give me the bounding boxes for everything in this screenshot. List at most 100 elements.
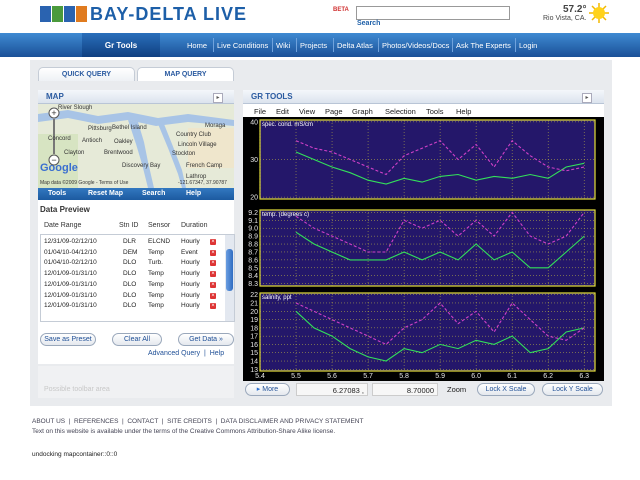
map-label: Oakley — [114, 139, 133, 145]
nav-separator — [213, 38, 214, 52]
menu-item[interactable]: View — [299, 107, 316, 116]
nav-link[interactable]: Ask The Experts — [456, 41, 511, 50]
remove-icon[interactable]: × — [210, 249, 216, 256]
button[interactable]: Lock Y Scale — [542, 383, 603, 396]
button[interactable]: Get Data » — [178, 333, 234, 346]
map-brand: Google — [40, 162, 78, 174]
y-readout: 8.70000 — [372, 383, 438, 396]
menu-item[interactable]: Selection — [385, 107, 416, 116]
plot-line — [295, 231, 585, 269]
nav-tab-label[interactable]: Gr Tools — [104, 41, 138, 50]
map[interactable]: + − — [38, 104, 234, 188]
table-cell: DLO — [123, 270, 137, 278]
nav-tab[interactable] — [82, 33, 160, 57]
y-tick-label: 9.2 — [248, 210, 258, 217]
gr-header: GR TOOLS — [243, 90, 604, 104]
table-cell: Temp — [148, 302, 164, 310]
y-tick-label: 17 — [250, 334, 258, 341]
column-header: Date Range — [44, 222, 82, 229]
y-tick-label: 18 — [250, 325, 258, 332]
search-input[interactable] — [356, 6, 510, 20]
map-tool[interactable]: Help — [186, 190, 202, 197]
button[interactable]: Clear All — [112, 333, 162, 346]
menu-item[interactable]: Tools — [426, 107, 444, 116]
nav-link[interactable]: Photos/Videos/Docs — [382, 41, 450, 50]
sun-icon — [589, 3, 609, 23]
footer-links[interactable]: ABOUT US | REFERENCES | CONTACT | SITE C… — [32, 418, 364, 425]
map-label: Clayton — [64, 150, 85, 156]
remove-icon[interactable]: × — [210, 271, 216, 278]
plot-line — [295, 151, 585, 185]
y-tick-label: 8.9 — [248, 234, 258, 241]
nav-separator — [333, 38, 334, 52]
more-button[interactable]: ▸ More — [245, 383, 290, 396]
map-label: Concord — [48, 136, 71, 142]
menu-item[interactable]: Graph — [352, 107, 373, 116]
button[interactable]: Save as Preset — [40, 333, 96, 346]
table-cell: Temp — [148, 270, 164, 278]
beta-badge: BETA — [333, 7, 349, 13]
scrollbar[interactable] — [225, 235, 234, 321]
nav-link[interactable]: Delta Atlas — [337, 41, 373, 50]
remove-icon[interactable]: × — [210, 239, 216, 245]
x-tick-label: 5.5 — [291, 373, 301, 380]
nav-link[interactable]: Login — [519, 41, 538, 50]
map-tool[interactable]: Reset Map — [88, 190, 124, 197]
remove-icon[interactable]: × — [210, 260, 216, 267]
map-label: Lathrop — [186, 174, 207, 180]
menu-item[interactable]: Page — [325, 107, 343, 116]
map-tool[interactable]: Search — [142, 190, 166, 197]
x-readout: 6.27083 , — [296, 383, 368, 396]
more-label[interactable]: More — [262, 386, 279, 393]
map-coordinates: -121.67347, 37.90787 — [178, 180, 227, 186]
y-tick-label: 22 — [250, 292, 258, 299]
table-cell: Event — [181, 248, 198, 256]
remove-icon[interactable]: × — [210, 292, 216, 299]
y-tick-label: 16 — [250, 342, 258, 349]
y-tick-label: 19 — [250, 317, 258, 324]
x-tick-label: 5.6 — [327, 373, 337, 380]
button[interactable]: Lock X Scale — [477, 383, 535, 396]
menu-item[interactable]: File — [254, 107, 267, 116]
map-label: Lincoln Village — [178, 142, 217, 148]
svg-text:−: − — [51, 155, 56, 165]
remove-icon[interactable]: × — [210, 281, 216, 288]
data-preview-title: Data Preview — [40, 205, 90, 214]
map-tool[interactable]: Tools — [48, 190, 67, 197]
logo-icons — [40, 6, 87, 22]
advanced-links[interactable]: Advanced Query | Help — [148, 350, 225, 357]
search-button[interactable]: Search — [357, 20, 381, 27]
plot-area — [259, 292, 596, 372]
nav-link[interactable]: Wiki — [276, 41, 291, 50]
remove-icon[interactable]: × — [210, 303, 216, 310]
menu-item[interactable]: Help — [456, 107, 472, 116]
table-cell: Turb. — [148, 259, 163, 267]
y-tick-label: 8.7 — [248, 249, 258, 256]
table-cell: Hourly — [181, 291, 200, 299]
x-tick-label: 6.2 — [543, 373, 553, 380]
collapse-button[interactable]: ▸ — [582, 93, 592, 103]
table-cell: Hourly — [181, 302, 200, 310]
x-tick-label: 5.8 — [399, 373, 409, 380]
table-cell: DLO — [123, 259, 137, 267]
nav-separator — [378, 38, 379, 52]
map-toolbar — [38, 188, 234, 200]
nav-link[interactable]: Home — [187, 41, 208, 50]
table-cell: Hourly — [181, 259, 200, 267]
x-tick-label: 6.3 — [579, 373, 589, 380]
table-cell: 12/01/09-01/31/10 — [44, 270, 97, 278]
y-axis-label: temp. (degrees c) — [262, 212, 309, 218]
nav-separator — [296, 38, 297, 52]
nav-link[interactable]: Projects — [300, 41, 328, 50]
menu-item[interactable]: Edit — [276, 107, 289, 116]
nav-separator — [272, 38, 273, 52]
tab[interactable] — [137, 67, 234, 81]
collapse-button[interactable]: ▸ — [213, 93, 223, 103]
tab-label[interactable]: QUICK QUERY — [61, 71, 112, 78]
y-axis-label: spec. cond. mS/cm — [262, 122, 313, 128]
tab-label[interactable]: MAP QUERY — [164, 71, 207, 78]
logo[interactable]: BAY-DELTA LIVE — [90, 4, 248, 24]
map-label: Antioch — [82, 138, 103, 144]
tab[interactable] — [38, 67, 135, 81]
nav-link[interactable]: Live Conditions — [217, 41, 269, 50]
